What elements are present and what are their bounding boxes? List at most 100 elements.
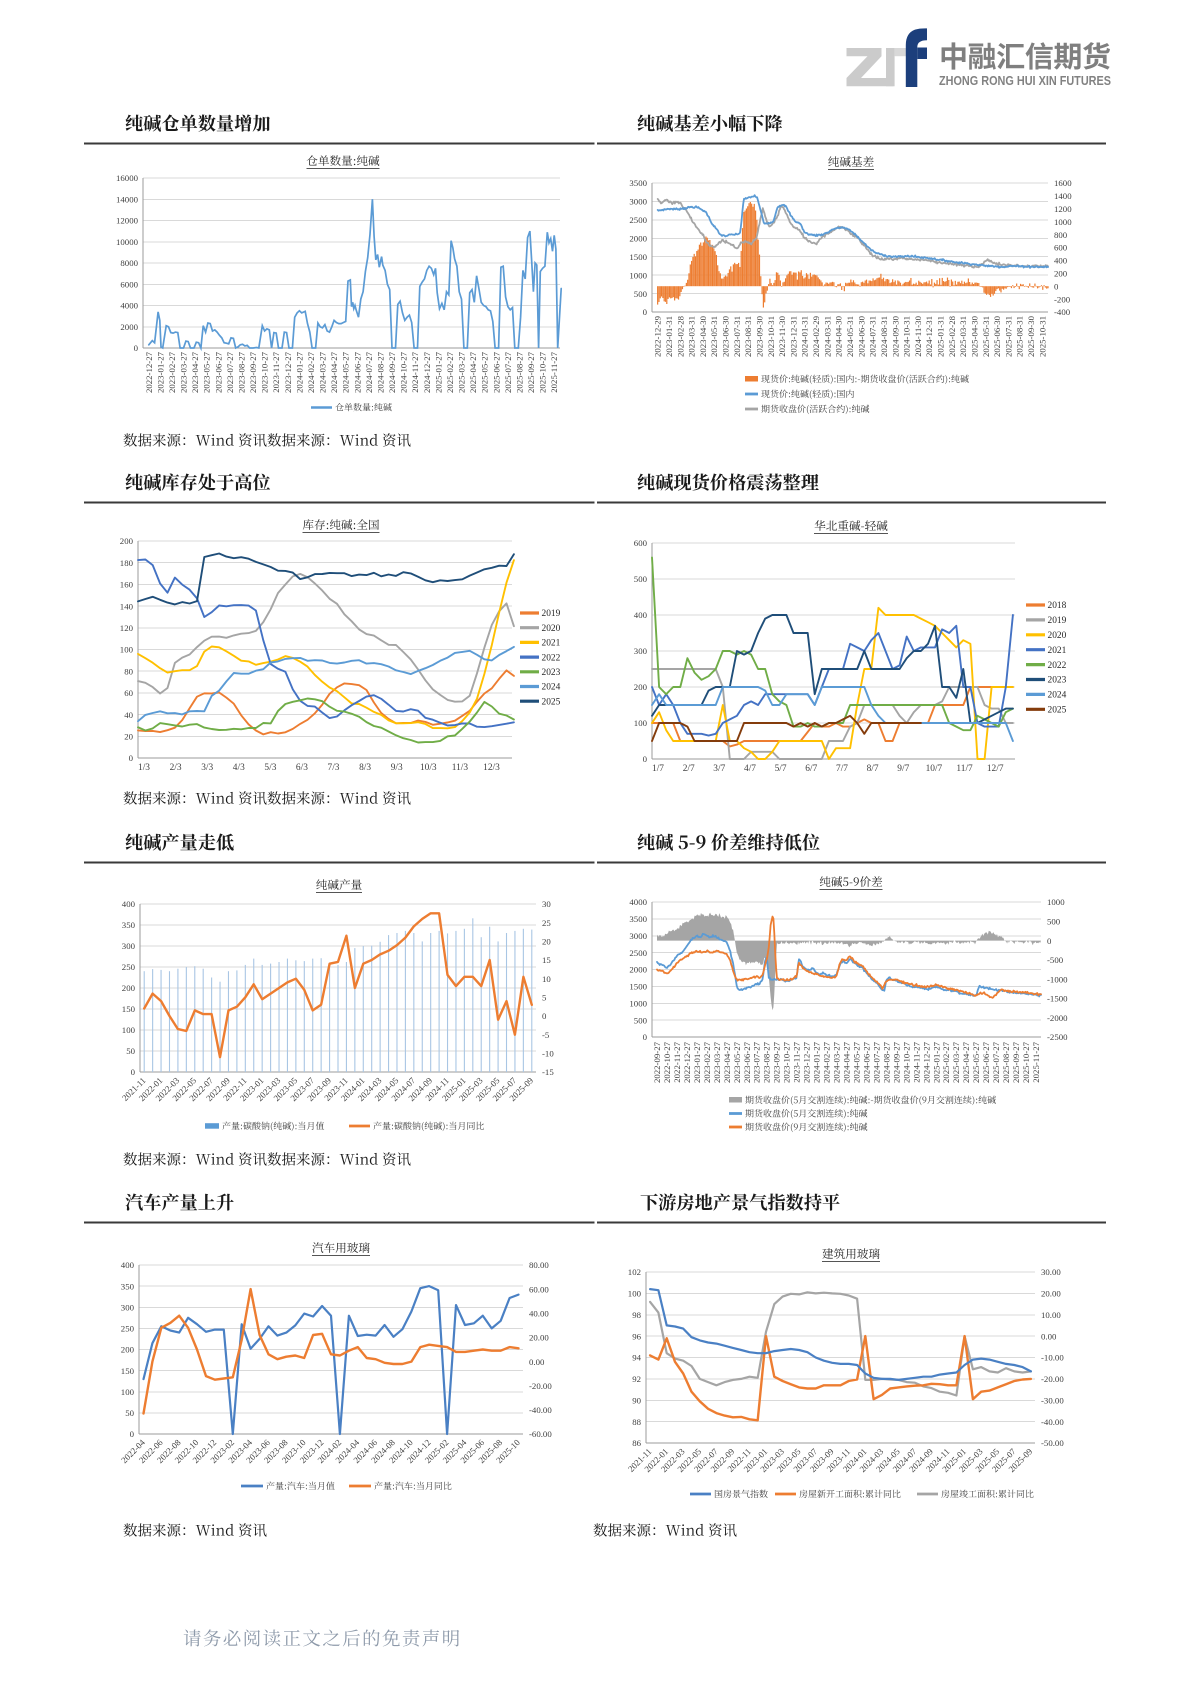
svg-text:2023: 2023 [1048, 676, 1067, 686]
svg-text:2/7: 2/7 [683, 764, 695, 774]
svg-text:1400: 1400 [1054, 191, 1072, 201]
svg-text:2023-07-27: 2023-07-27 [752, 1041, 762, 1083]
svg-text:200: 200 [634, 682, 648, 692]
svg-text:2025-08-31: 2025-08-31 [1015, 316, 1025, 357]
svg-text:2025-06-30: 2025-06-30 [992, 315, 1002, 357]
svg-text:3/3: 3/3 [201, 763, 213, 773]
svg-text:0: 0 [542, 1011, 547, 1021]
svg-text:80.00: 80.00 [529, 1260, 549, 1270]
svg-text:2023-04-27: 2023-04-27 [190, 351, 200, 393]
svg-text:140: 140 [120, 601, 134, 611]
svg-text:100: 100 [122, 1025, 136, 1035]
svg-text:2024-05-27: 2024-05-27 [341, 351, 351, 393]
svg-text:0.00: 0.00 [529, 1357, 545, 1367]
svg-text:20.00: 20.00 [1041, 1289, 1061, 1299]
svg-text:400: 400 [1054, 256, 1068, 266]
svg-text:2025-07-27: 2025-07-27 [503, 351, 513, 393]
svg-text:7/3: 7/3 [328, 763, 340, 773]
svg-text:100: 100 [121, 1387, 135, 1397]
svg-text:2024: 2024 [542, 683, 561, 693]
svg-text:88: 88 [632, 1417, 641, 1427]
svg-text:-1000: -1000 [1047, 974, 1068, 984]
svg-text:3000: 3000 [629, 197, 647, 207]
svg-text:2024-08-27: 2024-08-27 [881, 1041, 891, 1083]
svg-text:8/7: 8/7 [867, 764, 879, 774]
svg-text:1000: 1000 [629, 999, 647, 1009]
svg-text:500: 500 [634, 574, 648, 584]
svg-text:4/7: 4/7 [744, 764, 756, 774]
svg-text:5/7: 5/7 [775, 764, 787, 774]
svg-text:2025: 2025 [1048, 706, 1067, 716]
svg-text:2018: 2018 [1048, 601, 1067, 611]
svg-text:15: 15 [542, 955, 551, 965]
svg-text:0: 0 [130, 1429, 135, 1439]
svg-text:96: 96 [632, 1331, 641, 1341]
svg-text:3500: 3500 [629, 914, 647, 924]
svg-text:0.00: 0.00 [1041, 1331, 1057, 1341]
svg-text:2023-01-31: 2023-01-31 [664, 316, 674, 357]
svg-text:2023-12-31: 2023-12-31 [788, 316, 798, 357]
svg-text:1/3: 1/3 [138, 763, 150, 773]
svg-text:2023-08-31: 2023-08-31 [743, 316, 753, 357]
svg-text:1600: 1600 [1054, 178, 1072, 188]
svg-text:ZHONG RONG HUI XIN FUTURES: ZHONG RONG HUI XIN FUTURES [939, 73, 1111, 88]
svg-text:3000: 3000 [629, 931, 647, 941]
svg-text:2024: 2024 [1048, 691, 1067, 701]
svg-text:2023-04-30: 2023-04-30 [698, 315, 708, 357]
svg-text:2023-07-31: 2023-07-31 [732, 316, 742, 357]
svg-text:2023-08-27: 2023-08-27 [237, 351, 247, 393]
svg-text:2023-08-27: 2023-08-27 [762, 1041, 772, 1083]
svg-text:11/7: 11/7 [956, 764, 973, 774]
svg-text:12000: 12000 [116, 216, 139, 226]
svg-text:2019: 2019 [542, 609, 561, 619]
svg-text:10/3: 10/3 [420, 763, 437, 773]
svg-text:-50.00: -50.00 [1041, 1438, 1064, 1448]
svg-text:2024-10-31: 2024-10-31 [902, 316, 912, 357]
svg-text:2024-01-27: 2024-01-27 [294, 351, 304, 393]
svg-text:4000: 4000 [629, 897, 647, 907]
svg-text:12/3: 12/3 [483, 763, 500, 773]
svg-text:2024-10-27: 2024-10-27 [901, 1041, 911, 1083]
svg-text:12/7: 12/7 [987, 764, 1004, 774]
svg-text:90: 90 [632, 1396, 641, 1406]
svg-text:2023-09-27: 2023-09-27 [248, 351, 258, 393]
svg-text:2024-06-27: 2024-06-27 [352, 351, 362, 393]
svg-text:2024-11-27: 2024-11-27 [911, 1041, 921, 1082]
svg-text:3500: 3500 [629, 178, 647, 188]
svg-text:2025-03-31: 2025-03-31 [958, 316, 968, 357]
svg-text:2023-03-27: 2023-03-27 [712, 1041, 722, 1083]
svg-text:2022: 2022 [542, 653, 561, 663]
svg-text:2025-04-30: 2025-04-30 [970, 315, 980, 357]
svg-text:2023-12-27: 2023-12-27 [802, 1041, 812, 1083]
svg-text:2023-05-27: 2023-05-27 [202, 351, 212, 393]
svg-text:2024-01-31: 2024-01-31 [800, 316, 810, 357]
svg-text:300: 300 [121, 1303, 135, 1313]
svg-text:2024-07-31: 2024-07-31 [868, 316, 878, 357]
svg-text:300: 300 [122, 941, 136, 951]
svg-text:2023-01-27: 2023-01-27 [155, 351, 165, 393]
svg-text:6/3: 6/3 [296, 763, 308, 773]
svg-text:150: 150 [121, 1366, 135, 1376]
svg-text:800: 800 [1054, 230, 1068, 240]
svg-text:2025-06-27: 2025-06-27 [491, 351, 501, 393]
svg-text:2025-09-27: 2025-09-27 [526, 351, 536, 393]
svg-text:2500: 2500 [629, 215, 647, 225]
svg-text:2023-02-27: 2023-02-27 [702, 1041, 712, 1083]
svg-text:2025-06-27: 2025-06-27 [981, 1041, 991, 1083]
svg-text:2024-04-27: 2024-04-27 [842, 1041, 852, 1083]
svg-text:300: 300 [634, 646, 648, 656]
svg-text:2023-07-27: 2023-07-27 [225, 351, 235, 393]
svg-text:50: 50 [125, 1408, 134, 1418]
svg-text:2024-04-27: 2024-04-27 [329, 351, 339, 393]
svg-text:-10: -10 [542, 1049, 554, 1059]
svg-text:2025-09-27: 2025-09-27 [1011, 1041, 1021, 1083]
svg-text:-60.00: -60.00 [529, 1429, 552, 1439]
svg-text:20: 20 [542, 937, 551, 947]
svg-text:2022: 2022 [1048, 661, 1067, 671]
svg-text:350: 350 [122, 920, 136, 930]
svg-text:2025: 2025 [542, 697, 561, 707]
svg-text:-2500: -2500 [1047, 1032, 1068, 1042]
svg-text:30.00: 30.00 [1041, 1267, 1061, 1277]
svg-text:2022-12-29: 2022-12-29 [653, 315, 663, 357]
svg-text:400: 400 [122, 899, 136, 909]
